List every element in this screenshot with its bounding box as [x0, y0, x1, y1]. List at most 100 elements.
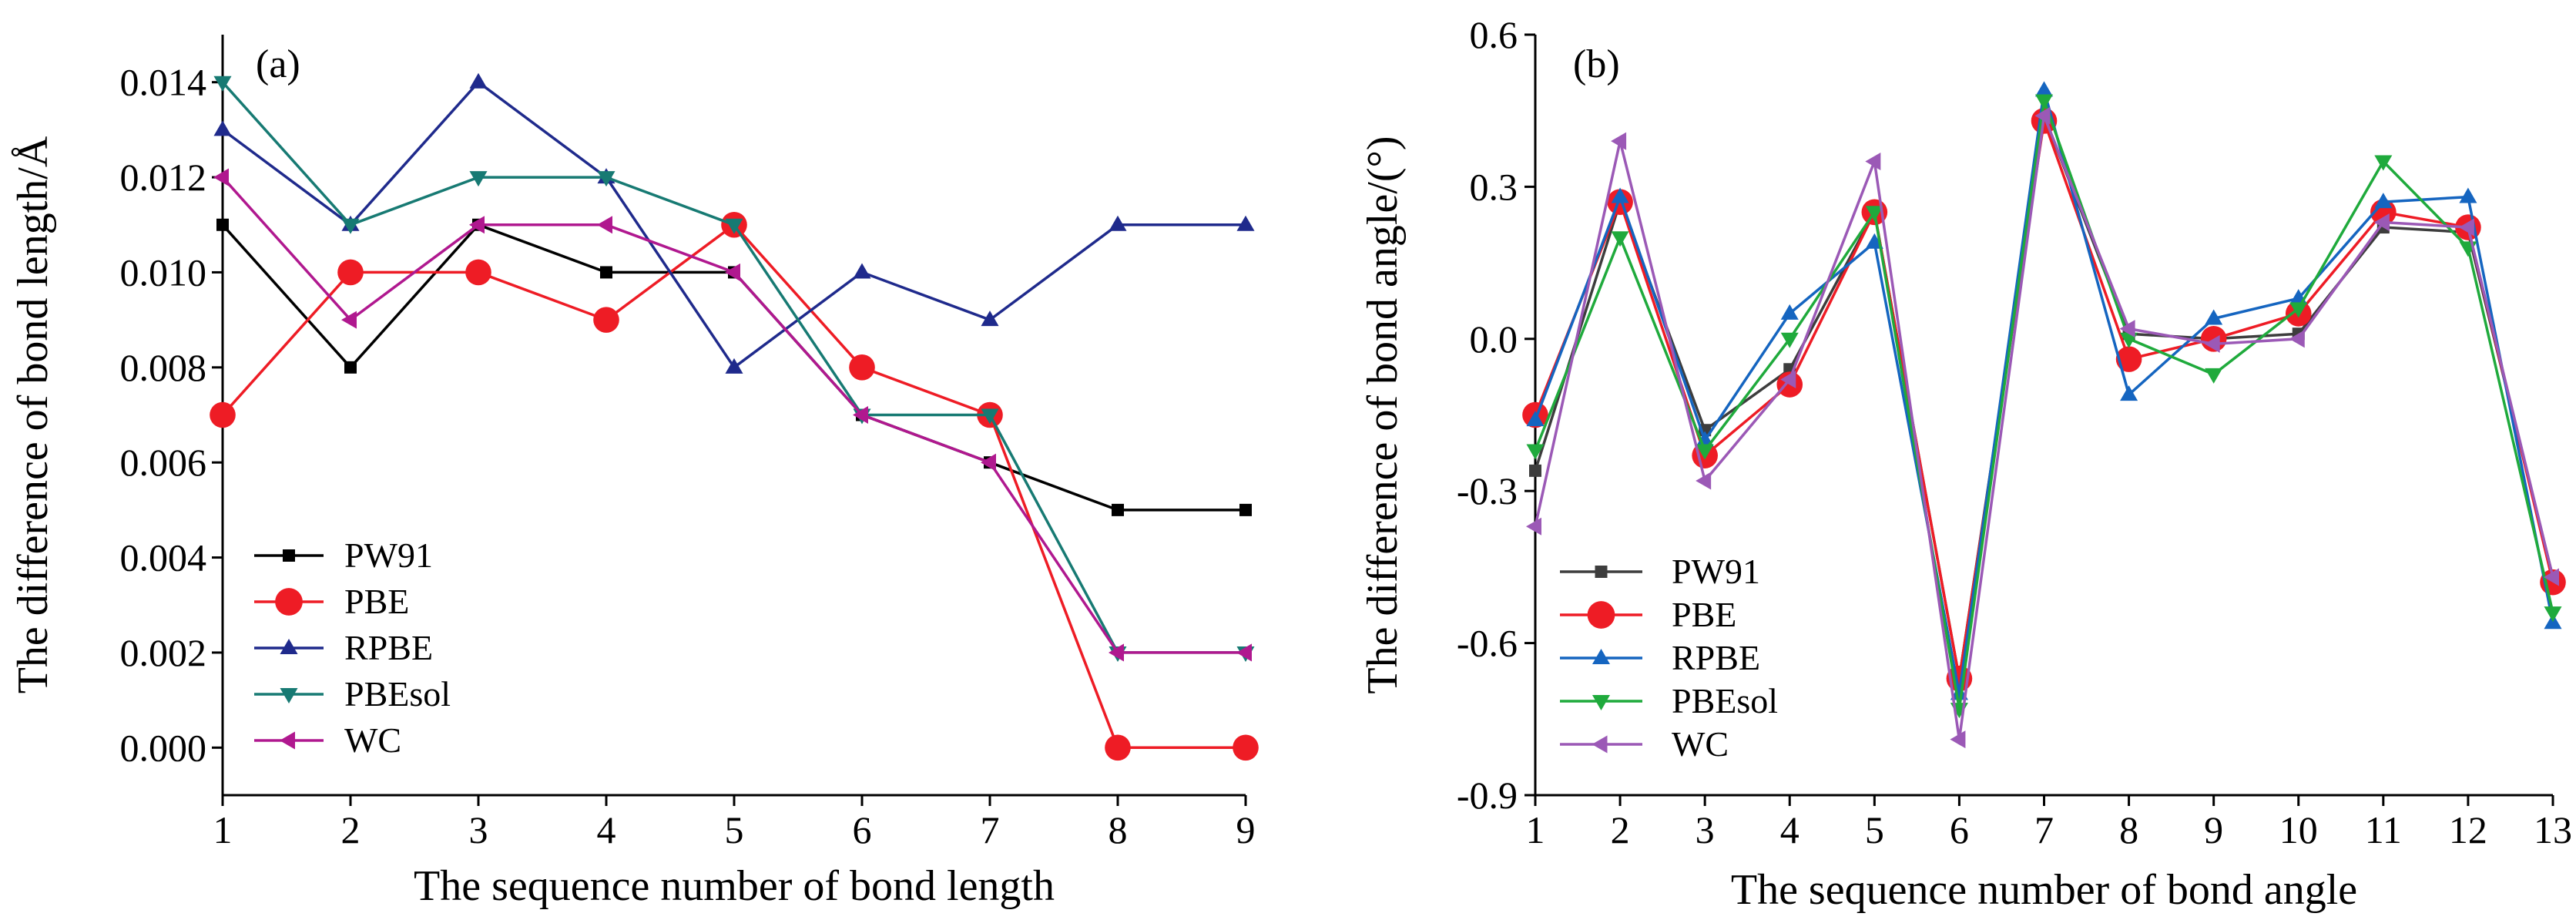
data-point-pbesol	[2374, 155, 2393, 171]
data-point-rpbe	[1109, 215, 1127, 231]
y-tick-label: 0.3	[1470, 165, 1518, 208]
data-point-pw91	[600, 266, 612, 279]
y-tick-label: 0.6	[1470, 13, 1518, 56]
data-point-wc	[1526, 517, 1541, 536]
x-tick-label: 10	[2279, 808, 2318, 851]
legend-label: RPBE	[344, 628, 433, 667]
data-point-pw91	[1239, 503, 1252, 516]
data-point-rpbe	[853, 263, 871, 279]
data-point-wc	[1109, 643, 1124, 662]
chart-panel-b: -0.9-0.6-0.30.00.30.61 2 3 4 5 6 7 8 9 10 11 12 13Th…	[1359, 13, 2572, 914]
x-axis-title: The sequence number of bond length	[414, 862, 1055, 910]
x-tick-label: 4	[597, 808, 616, 851]
x-tick-label: 7	[2034, 808, 2054, 851]
legend-label: PBE	[344, 582, 409, 621]
data-point-wc	[597, 216, 612, 234]
data-point-wc	[2544, 568, 2559, 586]
legend-item-pbe: PBE	[1560, 595, 1736, 634]
series-wc	[1526, 106, 2559, 749]
data-point-wc	[2204, 334, 2220, 353]
data-point-pbe	[1233, 734, 1259, 761]
legend-marker	[1592, 649, 1611, 664]
legend-item-rpbe: RPBE	[1560, 638, 1760, 677]
legend-item-pbe: PBE	[254, 582, 409, 621]
data-point-pbesol	[2289, 302, 2308, 318]
data-point-wc	[1696, 472, 1712, 490]
data-point-pbesol	[2544, 606, 2562, 623]
legend-marker	[1595, 566, 1608, 578]
y-tick-label: -0.6	[1457, 622, 1518, 665]
data-point-rpbe	[725, 358, 743, 374]
data-point-wc	[725, 263, 740, 281]
data-point-wc	[1236, 643, 1252, 662]
data-point-pbesol	[1526, 444, 1545, 460]
x-tick-label: 8	[1109, 808, 1128, 851]
x-tick-label: 12	[2449, 808, 2487, 851]
legend-marker	[280, 688, 298, 703]
y-tick-label: 0.0	[1470, 317, 1518, 361]
legend-item-wc: WC	[1560, 724, 1729, 764]
chart-panel-a: 0.000 0.002 0.004 0.006 0.008 0.010 0.012 0.014…	[9, 35, 1259, 910]
panel-label: (b)	[1573, 42, 1620, 86]
data-point-pbe	[337, 259, 364, 286]
series-rpbe	[213, 72, 1255, 374]
x-tick-label: 3	[469, 808, 488, 851]
legend-label: WC	[344, 720, 401, 760]
data-point-pbe	[593, 307, 619, 333]
legend-label: WC	[1672, 724, 1729, 764]
data-point-rpbe	[2205, 309, 2223, 325]
y-tick-label: 0.006	[120, 441, 207, 484]
y-tick-label: 0.012	[120, 156, 207, 199]
data-point-rpbe	[1950, 684, 1968, 700]
x-axis-title: The sequence number of bond angle	[1731, 866, 2357, 914]
data-point-rpbe	[2459, 187, 2477, 203]
data-point-pbe	[849, 354, 875, 381]
data-point-pbesol	[1611, 231, 1629, 247]
data-point-pbe	[210, 401, 236, 428]
legend-item-pw91: PW91	[1560, 552, 1760, 591]
data-point-wc	[2119, 320, 2135, 338]
data-point-pbe	[2115, 346, 2142, 372]
data-point-rpbe	[981, 311, 999, 327]
x-tick-label: 11	[2365, 808, 2402, 851]
x-tick-label: 1	[1526, 808, 1545, 851]
data-point-wc	[1611, 132, 1627, 150]
y-tick-label: 0.004	[120, 536, 207, 579]
data-point-pbesol	[213, 76, 232, 92]
x-tick-label: 6	[1950, 808, 1969, 851]
data-point-wc	[2289, 330, 2305, 348]
data-point-pbe	[1105, 734, 1131, 761]
data-point-rpbe	[1526, 411, 1545, 427]
y-tick-label: 0.002	[120, 631, 207, 674]
x-tick-label: 5	[725, 808, 744, 851]
data-point-rpbe	[213, 120, 232, 136]
x-tick-label: 8	[2119, 808, 2138, 851]
series-line-pbe	[221, 223, 1246, 750]
x-tick-label: 1	[213, 808, 233, 851]
x-tick-label: 5	[1865, 808, 1884, 851]
data-point-pbesol	[341, 218, 360, 234]
legend-marker	[1587, 601, 1615, 629]
data-point-rpbe	[2120, 385, 2138, 401]
y-axis-title: The difference of bond length/Å	[9, 136, 57, 693]
x-tick-label: 3	[1696, 808, 1715, 851]
y-axis-title: The difference of bond angle/(°)	[1359, 136, 1407, 693]
panel-label: (a)	[256, 42, 300, 86]
data-point-wc	[2034, 106, 2051, 125]
data-point-wc	[469, 216, 485, 234]
data-point-wc	[1780, 370, 1796, 388]
data-point-pbesol	[1696, 444, 1714, 460]
legend-marker	[280, 731, 295, 750]
x-tick-label: 9	[1236, 808, 1256, 851]
y-tick-label: 0.008	[120, 346, 207, 389]
legend-item-pbesol: PBEsol	[254, 674, 451, 714]
data-point-pbesol	[2205, 368, 2223, 384]
legend-label: PW91	[344, 536, 433, 575]
data-point-wc	[981, 453, 996, 472]
data-point-pw91	[1112, 503, 1124, 516]
data-point-rpbe	[1780, 304, 1799, 320]
legend-marker	[280, 639, 298, 654]
data-point-pbe	[465, 259, 491, 286]
y-tick-label: -0.9	[1457, 774, 1518, 817]
